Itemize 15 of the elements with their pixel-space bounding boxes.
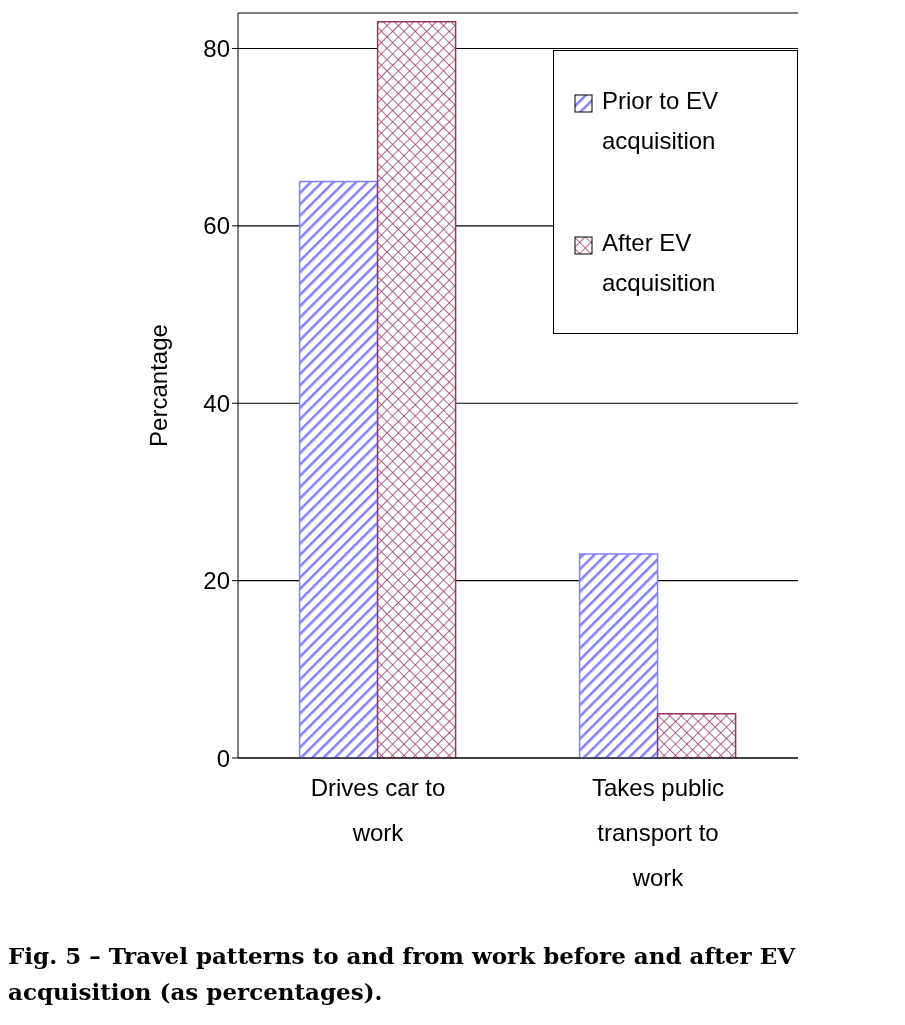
legend-label: After EV acquisition	[602, 228, 717, 298]
bar	[656, 712, 737, 758]
y-tick-label: 20	[203, 567, 230, 595]
x-tick-label: Takes public transport to work	[591, 774, 725, 891]
bar	[376, 21, 457, 758]
caption: Fig. 5 – Travel patterns to and from work before and after EV acquisition (as percentages).	[8, 941, 797, 1007]
y-tick-label: 80	[203, 35, 230, 62]
y-tick-label: 60	[203, 212, 230, 240]
y-axis-title: Percantage	[144, 324, 172, 447]
y-tick-label: 40	[203, 389, 230, 417]
x-tick-label: Drives car to work	[310, 774, 446, 846]
bar	[298, 180, 379, 758]
legend-label: Prior to EV acquisition	[602, 86, 720, 156]
bar	[578, 553, 659, 758]
y-tick-label: 0	[216, 744, 230, 772]
